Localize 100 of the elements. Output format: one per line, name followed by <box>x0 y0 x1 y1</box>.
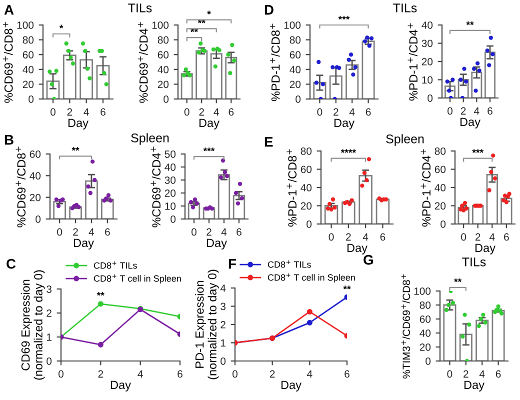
y-tick-label: 40 <box>30 172 41 180</box>
y-tick-label: 0 <box>36 216 41 223</box>
x-tick-label: 0 <box>184 108 190 116</box>
x-tick-label: 6 <box>504 233 509 241</box>
y-tick-label: 100 <box>17 22 34 29</box>
x-tick-label: 0 <box>448 107 452 115</box>
x-tick-label: 2 <box>199 108 204 116</box>
x-tick-label: 6 <box>100 108 106 116</box>
y-tick-label: 3 <box>46 286 52 293</box>
y-tick-label: 40 <box>420 330 431 337</box>
y-tick-label: 80 <box>290 36 301 44</box>
y-tick-label: 20 <box>422 58 433 66</box>
y-tick-label: 50 <box>164 150 176 158</box>
y-tick-label: 3 <box>220 302 226 310</box>
x-tick-label: 6 <box>496 370 501 378</box>
y-axis-title: %CD69$^{+}$/CD8$^{+}$ <box>2 22 13 103</box>
x-tick-label: 2 <box>475 233 480 241</box>
y-tick-label: 0 <box>170 216 176 223</box>
x-tick-label: 0 <box>317 108 322 116</box>
x-tick-label: 6 <box>105 228 110 236</box>
legend-label: CD8$^{+}$ T cell in Spleen <box>94 274 181 284</box>
y-tick-label: 60 <box>434 166 446 174</box>
y-axis-title: %PD-1$^{+}$/CD4$^{+}$ <box>408 23 418 101</box>
text: F <box>228 259 236 269</box>
text: TILs <box>393 4 417 12</box>
text: *** <box>203 148 215 152</box>
y-tick-label: 60 <box>420 316 431 323</box>
x-tick-label: 2 <box>334 108 338 116</box>
x-tick-label: 6 <box>380 233 386 241</box>
x-tick-label: 2 <box>270 370 275 378</box>
text: E <box>264 137 273 147</box>
text: ** <box>72 147 80 151</box>
text: G <box>364 254 373 265</box>
y-tick-label: 20 <box>300 202 312 210</box>
x-axis-title: Day <box>475 244 496 254</box>
y-tick-label: 20 <box>164 190 176 197</box>
y-tick-label: 0 <box>220 358 226 365</box>
y-tick-label: 40 <box>300 184 312 192</box>
y-tick-label: 0 <box>164 96 169 103</box>
x-tick-label: 0 <box>461 233 466 241</box>
text: B <box>4 135 14 145</box>
y-tick-label: 20 <box>158 80 169 88</box>
x-tick-label: 6 <box>344 370 350 378</box>
x-axis-title: Day <box>281 380 302 392</box>
y-tick-label: 0 <box>296 96 301 103</box>
x-tick-label: 6 <box>236 228 242 236</box>
x-tick-label: 2 <box>98 370 104 378</box>
legend-label: CD8$^{+}$ T cell in Spleen <box>268 273 355 282</box>
x-tick-label: 6 <box>228 108 234 116</box>
x-tick-label: 2 <box>460 107 466 115</box>
chart-title: TILs <box>462 258 486 266</box>
y-tick-label: 80 <box>300 148 312 155</box>
y-tick-label: 20 <box>420 344 431 351</box>
text: * <box>207 10 211 14</box>
text: *** <box>338 16 350 20</box>
y-tick-label: 0 <box>306 220 312 228</box>
text: TILs <box>128 4 152 12</box>
x-axis-title: Day <box>464 380 484 392</box>
y-tick-label: 20 <box>290 80 301 88</box>
x-tick-label: 4 <box>489 233 495 241</box>
y-tick-label: 2 <box>220 321 226 328</box>
x-tick-label: 0 <box>192 228 196 236</box>
y-tick-label: 40 <box>164 164 176 171</box>
y-tick-label: 60 <box>290 51 301 58</box>
y-tick-label: 20 <box>22 80 34 88</box>
x-axis-title: Day <box>460 118 480 128</box>
annotation: **** <box>340 149 356 153</box>
annotation: ** <box>466 21 474 26</box>
y-tick-label: 1 <box>220 339 226 347</box>
y-tick-label: 30 <box>164 176 176 184</box>
legend-label: CD8$^{+}$ TILs <box>94 261 137 269</box>
y-tick-label: 20 <box>30 194 41 202</box>
x-tick-label: 2 <box>206 228 212 236</box>
x-axis-title: Day <box>347 244 368 254</box>
y-tick-label: 40 <box>434 184 446 192</box>
y-tick-label: 100 <box>414 288 431 295</box>
x-tick-label: 2 <box>464 370 468 378</box>
annotation: * <box>59 24 64 28</box>
y-tick-label: 10 <box>422 76 433 84</box>
y-tick-label: 2 <box>46 310 52 317</box>
annotation: ** <box>343 286 351 290</box>
x-tick-label: 4 <box>474 107 480 115</box>
y-tick-label: 100 <box>152 22 169 29</box>
y-tick-label: 80 <box>158 36 169 44</box>
text: Spleen <box>131 133 169 145</box>
y-tick-label: 0 <box>428 94 433 102</box>
y-tick-label: 60 <box>22 51 34 58</box>
y-axis-title: %PD-1$^{+}$/CD4$^{+}$ <box>420 149 431 227</box>
y-tick-label: 0 <box>46 358 52 365</box>
x-tick-label: 4 <box>362 233 368 241</box>
x-axis-title: Day <box>74 238 94 250</box>
x-tick-label: 4 <box>479 370 485 378</box>
x-tick-label: 0 <box>57 228 62 236</box>
x-tick-label: 2 <box>73 228 78 236</box>
text: D <box>264 5 274 15</box>
y-axis-title: %PD-1$^{+}$/CD8$^{+}$ <box>286 149 297 227</box>
y-tick-label: 60 <box>300 166 312 174</box>
x-tick-label: 0 <box>328 233 334 241</box>
x-axis-title: Day <box>68 118 88 130</box>
annotation: *** <box>472 149 484 153</box>
